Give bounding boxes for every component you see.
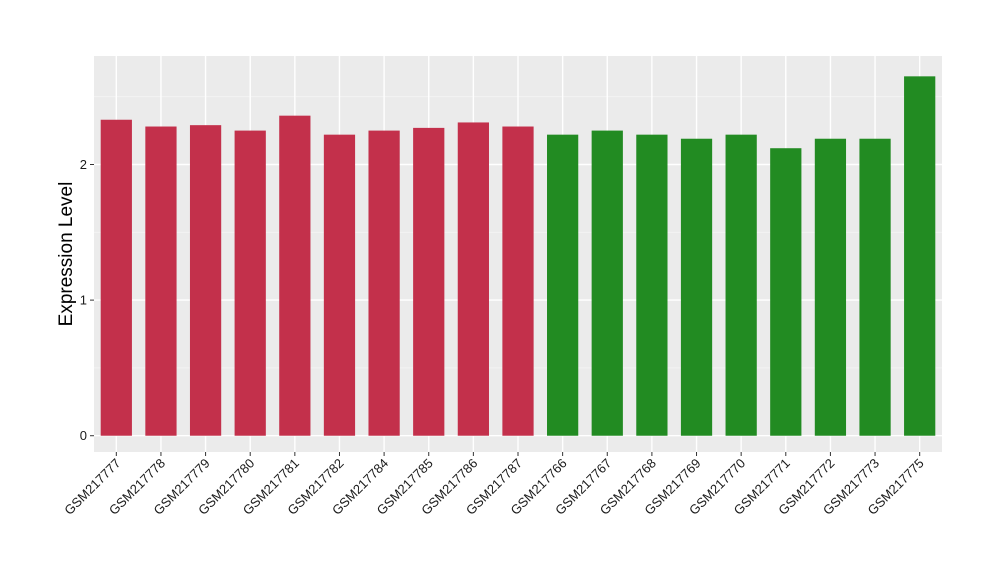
bars	[100, 76, 936, 436]
bar-GSM217786	[457, 122, 489, 436]
bar-GSM217782	[323, 134, 356, 436]
bar-GSM217770	[725, 134, 757, 436]
bar-GSM217779	[189, 125, 222, 436]
bar-GSM217785	[413, 127, 445, 436]
bar-GSM217784	[368, 130, 400, 436]
y-axis: 0 1 2	[80, 157, 94, 443]
bar-GSM217787	[502, 126, 534, 436]
bar-GSM217777	[100, 119, 132, 436]
bar-GSM217767	[591, 130, 623, 436]
x-axis: GSM217777GSM217778GSM217779GSM217780GSM2…	[61, 452, 927, 518]
bar-GSM217772	[814, 138, 847, 436]
y-tick-label: 1	[80, 293, 87, 308]
bar-GSM217775	[904, 76, 936, 436]
bar-GSM217771	[770, 148, 802, 436]
bar-GSM217780	[234, 130, 266, 436]
bar-GSM217773	[859, 138, 891, 436]
bar-GSM217778	[145, 126, 177, 436]
bar-GSM217781	[279, 115, 311, 436]
bar-GSM217768	[636, 134, 668, 436]
bar-GSM217769	[680, 138, 713, 436]
y-tick-label: 2	[80, 157, 87, 172]
y-tick-label: 0	[80, 428, 87, 443]
bar-GSM217766	[547, 134, 579, 436]
y-axis-title: Expression Level	[56, 182, 77, 327]
